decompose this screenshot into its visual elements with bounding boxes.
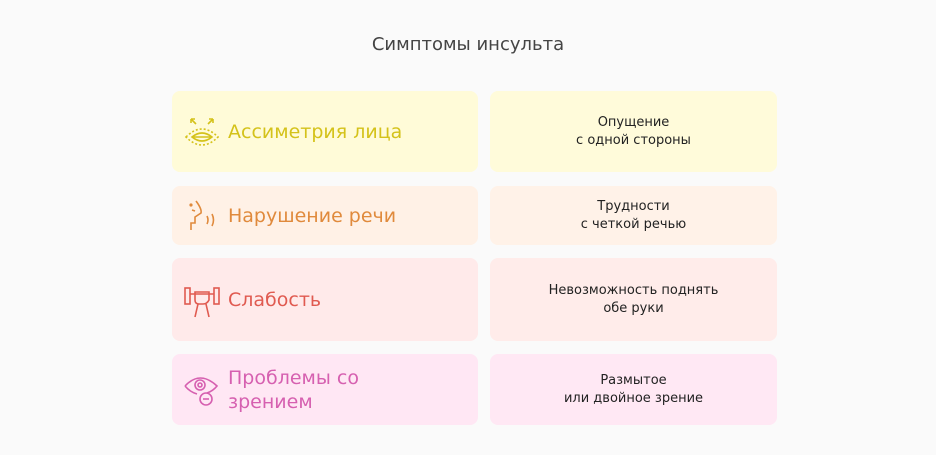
eye-minus-icon (184, 376, 219, 406)
description-text: Опущение с одной стороны (576, 114, 691, 148)
description-text: Трудности с четкой речью (580, 198, 687, 232)
symptom-card-vision: Проблемы со зрением (172, 354, 478, 425)
description-text: Размытое или двойное зрение (563, 372, 704, 406)
description-card-vision: Размытое или двойное зрение (490, 354, 777, 425)
page-title: Симптомы инсульта (371, 34, 565, 55)
description-card-weakness: Невозможность поднять обе руки (490, 258, 777, 341)
speech-icon (189, 200, 215, 230)
description-card-speech: Трудности с четкой речью (490, 186, 777, 245)
symptom-label: Проблемы со зрением (228, 366, 359, 413)
symptom-card-weakness: Слабость (172, 258, 478, 341)
symptom-card-face: Ассиметрия лица (172, 91, 478, 172)
symptom-label: Слабость (228, 288, 322, 311)
description-card-face: Опущение с одной стороны (490, 91, 777, 172)
symptom-label: Ассиметрия лица (228, 120, 403, 143)
symptom-card-speech: Нарушение речи (172, 186, 478, 245)
symptom-label: Нарушение речи (228, 204, 397, 227)
face-asymmetry-icon (184, 117, 220, 146)
dumbbell-hand-icon (184, 286, 220, 317)
description-text: Невозможность поднять обе руки (548, 282, 719, 316)
